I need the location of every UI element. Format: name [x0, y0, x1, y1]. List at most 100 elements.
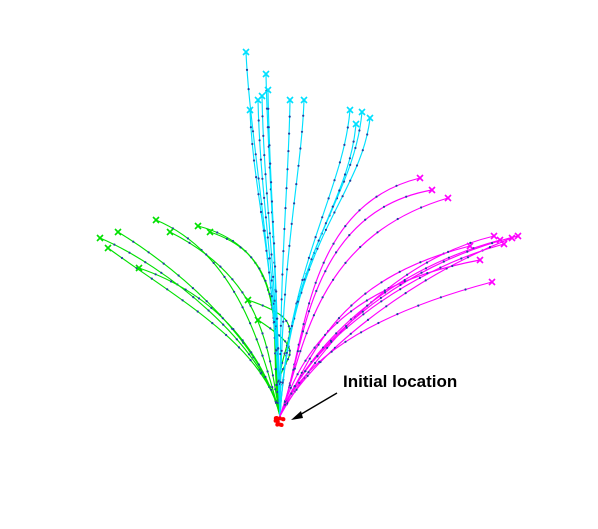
trajectory-marker — [350, 304, 353, 307]
trajectory-marker — [365, 299, 368, 302]
trajectory-marker — [210, 306, 213, 310]
trajectory-marker — [335, 251, 338, 254]
trajectory-marker — [132, 240, 135, 243]
trajectory-marker — [330, 350, 333, 353]
trajectory-marker — [192, 296, 195, 299]
trajectory-marker — [254, 153, 257, 156]
trajectory-marker — [302, 114, 305, 117]
trajectory-marker — [186, 237, 189, 240]
trajectory-marker — [251, 130, 255, 133]
trajectory-marker — [283, 352, 286, 355]
trajectory-endpoint-marker — [258, 92, 266, 100]
trajectory-marker — [466, 250, 469, 253]
trajectory-marker — [296, 350, 299, 353]
trajectory-marker — [211, 322, 214, 325]
trajectory-marker — [264, 279, 267, 282]
trajectory-marker — [231, 278, 234, 281]
trajectory-marker — [251, 142, 254, 146]
initial-location-label: Initial location — [343, 372, 457, 391]
trajectory-endpoint-marker — [206, 228, 214, 236]
trajectory-marker — [225, 237, 228, 240]
trajectory-endpoint-marker — [262, 70, 270, 78]
trajectory-marker — [348, 234, 351, 237]
trajectory-marker — [233, 290, 236, 293]
trajectory-marker — [298, 381, 301, 384]
trajectory-marker — [216, 231, 219, 234]
trajectory-marker — [258, 267, 261, 270]
trajectory-marker — [361, 310, 364, 313]
trajectory-marker — [270, 279, 273, 282]
trajectory-marker — [297, 164, 300, 167]
trajectory-marker — [285, 187, 288, 190]
trajectory-marker — [276, 317, 279, 320]
trajectory-endpoint-marker — [352, 120, 360, 128]
trajectory-marker — [289, 386, 292, 389]
trajectory-marker — [281, 381, 284, 384]
trajectory-marker — [324, 222, 327, 225]
trajectory-marker — [366, 304, 369, 307]
trajectory-marker — [283, 403, 287, 406]
annotation-arrow-shaft — [297, 392, 338, 417]
trajectory-marker — [267, 211, 270, 215]
trajectory-marker — [249, 322, 252, 325]
trajectory-endpoint-marker — [476, 256, 484, 264]
trajectory-marker — [349, 163, 352, 166]
trajectory-marker — [336, 321, 339, 324]
trajectory-marker — [264, 173, 267, 176]
trajectory-marker — [261, 115, 264, 118]
trajectory-marker — [314, 281, 317, 284]
trajectory-marker — [225, 333, 228, 337]
trajectory-endpoint-marker — [264, 86, 272, 94]
trajectory-marker — [424, 267, 428, 270]
trajectory-marker — [288, 353, 291, 356]
trajectory-endpoint-marker — [246, 106, 254, 114]
trajectory-marker — [284, 340, 287, 343]
trajectory-endpoint-marker — [135, 264, 143, 272]
trajectory-marker — [385, 305, 388, 308]
trajectory-marker — [316, 247, 319, 250]
trajectory-marker — [366, 318, 370, 321]
trajectory-marker — [310, 258, 313, 261]
trajectory-marker — [283, 400, 287, 403]
right-trajectory-group — [279, 174, 522, 417]
trajectory-marker — [266, 370, 269, 373]
trajectory-marker — [272, 275, 275, 278]
trajectory-marker — [299, 350, 302, 353]
trajectory-marker — [418, 276, 421, 279]
trajectory-marker — [271, 386, 274, 389]
trajectory-marker — [267, 126, 270, 129]
trajectory-marker — [268, 292, 271, 296]
trajectory-marker — [222, 323, 225, 326]
trajectory-marker — [333, 179, 336, 182]
trajectory-marker — [293, 367, 296, 370]
trajectory-marker — [279, 352, 282, 356]
trajectory-marker — [282, 250, 285, 253]
trajectory-marker — [261, 354, 264, 357]
trajectory-marker — [268, 271, 271, 274]
trajectory-marker — [364, 292, 367, 295]
trajectory-marker — [384, 291, 387, 294]
trajectory-marker — [382, 205, 386, 208]
trajectory-marker — [301, 330, 305, 333]
trajectory-marker — [348, 157, 351, 160]
trajectory-marker — [306, 374, 309, 377]
trajectory-marker — [304, 370, 307, 373]
trajectory-marker — [284, 207, 287, 210]
trajectory-marker — [259, 158, 262, 161]
trajectory-marker — [491, 242, 494, 245]
trajectory-endpoint-marker — [242, 48, 250, 56]
trajectory-marker — [300, 371, 303, 374]
trajectory-marker — [268, 232, 271, 235]
trajectory-marker — [375, 195, 378, 198]
trajectory-marker — [316, 354, 319, 358]
trajectory-marker — [275, 290, 278, 293]
trajectory-marker — [188, 241, 191, 244]
trajectory-endpoint-marker — [194, 222, 202, 230]
trajectory-marker — [261, 304, 264, 307]
trajectory-marker — [380, 300, 383, 303]
trajectory-marker — [285, 319, 288, 322]
trajectory-marker — [360, 331, 363, 334]
trajectory-marker — [406, 273, 409, 276]
trajectory-marker — [464, 288, 467, 291]
trajectory-marker — [293, 202, 296, 205]
